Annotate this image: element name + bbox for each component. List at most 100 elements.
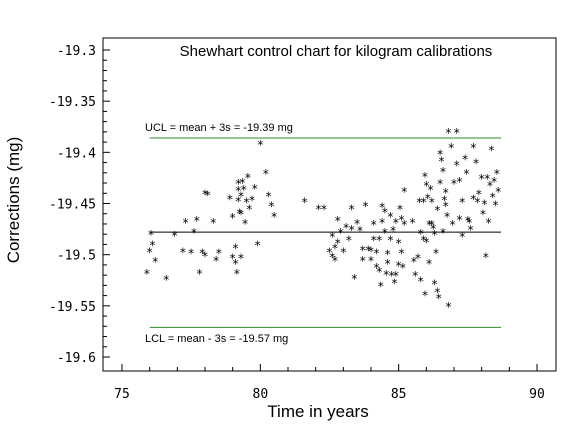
data-point: * <box>193 214 200 228</box>
x-tick-label: 80 <box>253 387 269 402</box>
data-point: * <box>370 218 377 232</box>
data-point: * <box>331 242 338 256</box>
data-point: * <box>398 247 405 261</box>
data-point: * <box>367 245 374 259</box>
data-point: * <box>445 126 452 140</box>
data-point: * <box>362 200 369 214</box>
data-point: * <box>388 269 395 283</box>
data-point: * <box>251 182 258 196</box>
data-point: * <box>435 292 442 306</box>
data-point: * <box>437 147 444 161</box>
data-point: * <box>237 208 244 222</box>
data-point: * <box>340 246 347 260</box>
data-point: * <box>450 177 457 191</box>
data-point: * <box>473 157 480 171</box>
data-point: * <box>182 216 189 230</box>
data-point: * <box>210 216 217 230</box>
chart-title: Shewhart control chart for kilogram cali… <box>180 43 493 60</box>
data-point: * <box>456 213 463 227</box>
data-point: * <box>373 261 380 275</box>
data-point: * <box>229 252 236 266</box>
data-point: * <box>437 177 444 191</box>
data-point: * <box>443 210 450 224</box>
data-point: * <box>147 228 154 242</box>
plot-frame <box>102 37 557 372</box>
data-point: * <box>248 193 255 207</box>
data-point: * <box>420 195 427 209</box>
data-point: * <box>463 167 470 181</box>
data-point: * <box>384 248 391 262</box>
data-point: * <box>416 195 423 209</box>
data-point: * <box>359 254 366 268</box>
data-point: * <box>367 254 374 268</box>
data-point: * <box>439 165 446 179</box>
data-point: * <box>421 289 428 303</box>
data-point: * <box>481 198 488 212</box>
data-point: * <box>337 226 344 240</box>
data-point: * <box>378 216 385 230</box>
data-point: * <box>226 192 233 206</box>
data-point: * <box>425 257 432 271</box>
data-point: * <box>235 177 242 191</box>
data-point: * <box>351 272 358 286</box>
data-point: * <box>237 252 244 266</box>
data-point: * <box>244 171 251 185</box>
data-point: * <box>301 195 308 209</box>
data-point: * <box>441 193 448 207</box>
data-point: * <box>401 185 408 199</box>
data-point: * <box>163 273 170 287</box>
data-point: * <box>326 246 333 260</box>
data-point: * <box>453 126 460 140</box>
data-point: * <box>423 235 430 249</box>
data-point: * <box>485 216 492 230</box>
data-point: * <box>370 233 377 247</box>
data-point: * <box>417 227 424 241</box>
data-point: * <box>171 229 178 243</box>
data-point: * <box>484 172 491 186</box>
data-point: * <box>410 255 417 269</box>
data-point: * <box>392 216 399 230</box>
data-point: * <box>428 218 435 232</box>
data-point: * <box>257 138 264 152</box>
data-point: * <box>334 236 341 250</box>
x-tick-label: 85 <box>391 387 407 402</box>
data-point: * <box>486 179 493 193</box>
data-point: * <box>262 167 269 181</box>
data-point: * <box>390 224 397 238</box>
data-point: * <box>354 217 361 231</box>
data-point: * <box>439 226 446 240</box>
data-point: * <box>414 252 421 266</box>
data-point: * <box>201 187 208 201</box>
data-point: * <box>188 247 195 261</box>
data-point: * <box>459 230 466 244</box>
data-point: * <box>421 170 428 184</box>
data-point: * <box>240 183 247 197</box>
data-point: * <box>381 226 388 240</box>
data-point: * <box>232 257 239 271</box>
data-point: * <box>399 261 406 275</box>
data-point: * <box>474 195 481 209</box>
data-point: * <box>431 228 438 242</box>
data-point: * <box>320 203 327 217</box>
y-axis-label: Corrections (mg) <box>4 137 23 264</box>
y-tick-label: -19.35 <box>49 95 96 110</box>
y-tick-label: -19.4 <box>57 146 96 161</box>
data-point: * <box>212 254 219 268</box>
data-point: * <box>384 257 391 271</box>
data-point: * <box>445 300 452 314</box>
data-point: * <box>235 194 242 208</box>
data-point: * <box>420 233 427 247</box>
data-point: * <box>246 203 253 217</box>
data-point: * <box>271 210 278 224</box>
data-point: * <box>459 195 466 209</box>
data-point: * <box>442 200 449 214</box>
data-point: * <box>356 224 363 238</box>
data-point: * <box>492 199 499 213</box>
data-point: * <box>461 152 468 166</box>
data-point: * <box>449 218 456 232</box>
data-point: * <box>215 247 222 261</box>
data-point: * <box>442 186 449 200</box>
data-point: * <box>342 221 349 235</box>
data-point: * <box>152 255 159 269</box>
data-point: * <box>229 211 236 225</box>
